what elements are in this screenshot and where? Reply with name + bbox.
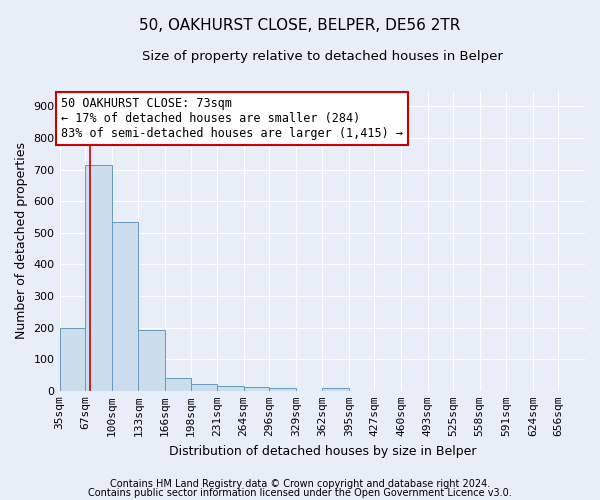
Title: Size of property relative to detached houses in Belper: Size of property relative to detached ho… xyxy=(142,50,503,63)
Text: Contains public sector information licensed under the Open Government Licence v3: Contains public sector information licen… xyxy=(88,488,512,498)
Bar xyxy=(85,165,112,391)
Bar xyxy=(138,330,165,391)
Bar xyxy=(112,222,138,391)
Bar xyxy=(322,388,349,391)
X-axis label: Distribution of detached houses by size in Belper: Distribution of detached houses by size … xyxy=(169,444,476,458)
Bar xyxy=(269,388,296,391)
Text: Contains HM Land Registry data © Crown copyright and database right 2024.: Contains HM Land Registry data © Crown c… xyxy=(110,479,490,489)
Y-axis label: Number of detached properties: Number of detached properties xyxy=(15,142,28,339)
Bar xyxy=(217,386,244,391)
Bar xyxy=(165,378,191,391)
Text: 50, OAKHURST CLOSE, BELPER, DE56 2TR: 50, OAKHURST CLOSE, BELPER, DE56 2TR xyxy=(139,18,461,32)
Bar xyxy=(191,384,217,391)
Bar xyxy=(59,328,85,391)
Bar xyxy=(244,386,269,391)
Text: 50 OAKHURST CLOSE: 73sqm
← 17% of detached houses are smaller (284)
83% of semi-: 50 OAKHURST CLOSE: 73sqm ← 17% of detach… xyxy=(61,97,403,140)
